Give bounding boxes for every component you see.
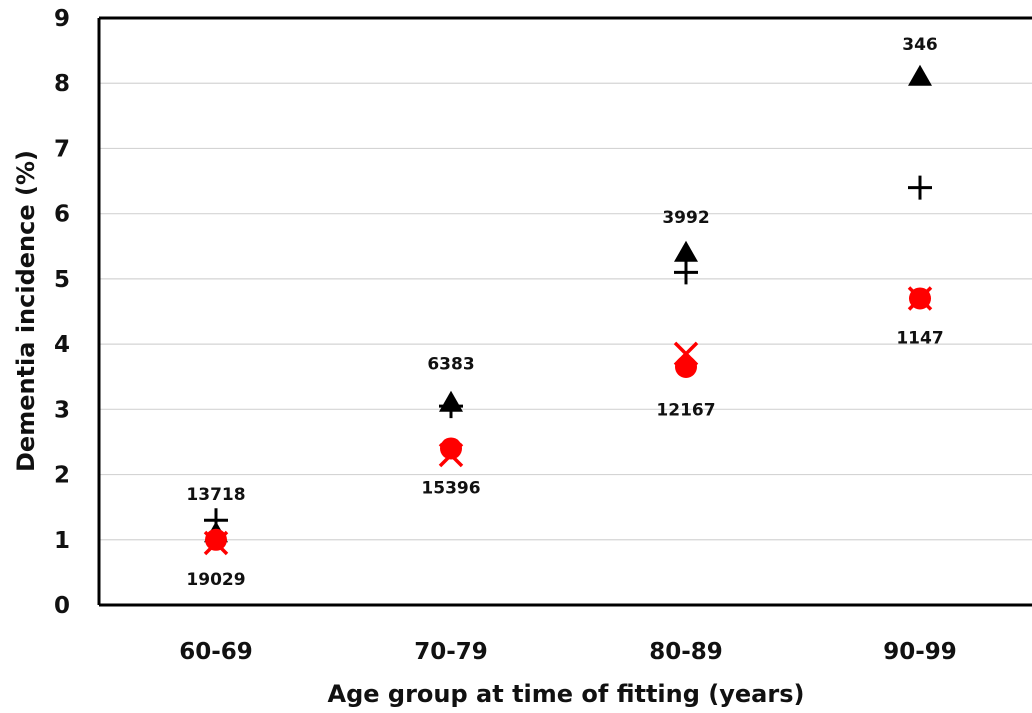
data-label: 6383 xyxy=(427,355,474,375)
y-tick-label: 1 xyxy=(54,528,70,554)
cross-marker xyxy=(203,530,229,556)
y-tick-label: 2 xyxy=(54,463,70,489)
data-label: 346 xyxy=(902,35,938,55)
data-label: 3992 xyxy=(662,208,709,228)
data-labels: 13718 19029 6383 15396 3992 12167 346 1147 xyxy=(186,35,943,590)
plus-marker xyxy=(674,260,698,285)
y-tick-label: 3 xyxy=(54,397,70,423)
circle-marker xyxy=(205,528,227,551)
grid-lines xyxy=(99,82,1032,541)
data-markers xyxy=(203,64,933,556)
circle-marker xyxy=(440,437,462,460)
y-axis-title: Dementia incidence (%) xyxy=(12,150,40,472)
y-tick-label: 9 xyxy=(54,6,70,32)
x-tick-label: 60-69 xyxy=(179,639,253,665)
x-axis-title: Age group at time of fitting (years) xyxy=(328,680,805,708)
x-tick-labels: 60-69 70-79 80-89 90-99 xyxy=(179,639,957,665)
x-tick-label: 90-99 xyxy=(883,639,957,665)
cross-marker xyxy=(673,341,699,367)
x-tick-label: 80-89 xyxy=(649,639,723,665)
y-tick-label: 4 xyxy=(54,332,70,358)
y-tick-label: 8 xyxy=(54,71,70,97)
data-label: 15396 xyxy=(421,479,480,499)
y-tick-label: 5 xyxy=(54,267,70,293)
x-tick-label: 70-79 xyxy=(414,639,488,665)
data-label: 13718 xyxy=(186,485,245,505)
data-label: 1147 xyxy=(896,329,943,349)
cross-marker xyxy=(907,286,933,311)
y-tick-labels: 0 1 2 3 4 5 6 7 8 9 xyxy=(54,6,70,619)
cross-marker xyxy=(438,442,464,468)
plot-axes xyxy=(97,16,1032,607)
triangle-marker xyxy=(908,64,932,86)
plus-marker xyxy=(204,508,228,533)
data-label: 19029 xyxy=(186,570,245,590)
data-label: 12167 xyxy=(656,400,715,420)
y-tick-label: 7 xyxy=(54,136,70,162)
y-tick-label: 6 xyxy=(54,202,70,228)
plus-marker xyxy=(439,394,463,419)
plus-marker xyxy=(908,175,932,200)
y-tick-label: 0 xyxy=(54,593,70,619)
triangle-marker xyxy=(674,240,698,262)
